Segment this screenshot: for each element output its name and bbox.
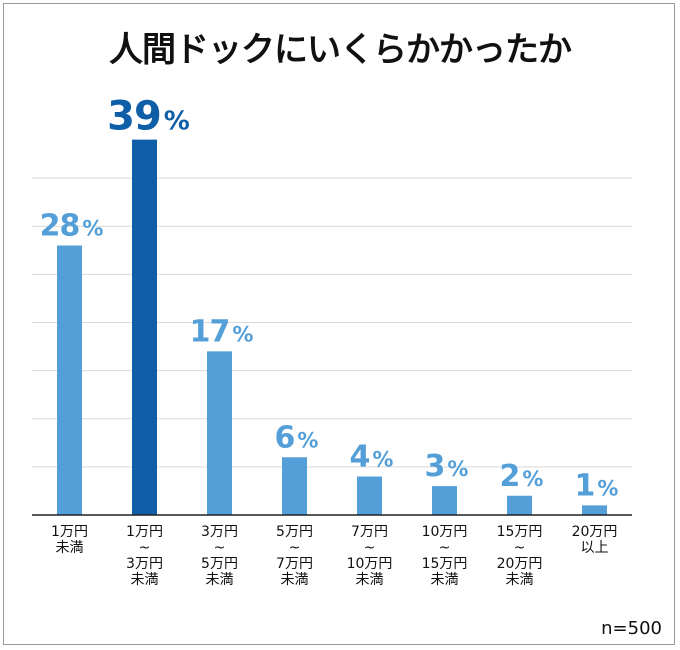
bar (132, 139, 157, 515)
category-label-line: 10万円 (347, 556, 393, 572)
value-unit: % (82, 217, 103, 241)
category-label-line: ~ (214, 540, 226, 556)
category-label-line: ~ (289, 540, 301, 556)
value-unit: % (232, 322, 253, 346)
chart-frame (3, 3, 675, 645)
value-unit: % (297, 428, 318, 452)
category-label-line: 5万円 (201, 556, 238, 572)
category-label: 5万円~ 7万円未満 (276, 524, 313, 588)
category-label-line: 未満 (506, 572, 534, 588)
category-label-line: ~ (439, 540, 451, 556)
category-label-line: 7万円 (351, 524, 388, 540)
category-label-line: 未満 (356, 572, 384, 588)
value-labels: 28 %39 %17 %6% 4% 3% 2% 1% (40, 94, 619, 504)
value-number: 3 (425, 449, 445, 484)
category-label-line: ~ (364, 540, 376, 556)
chart-title: 人間ドックにいくらかかったか (109, 30, 572, 70)
category-label-line: 1万円 (126, 524, 163, 540)
gridlines (32, 177, 632, 468)
value-label: 28% (40, 209, 104, 244)
category-label: 15万円~ 20万円未満 (497, 524, 543, 588)
category-label: 3万円~ 5万円未満 (201, 524, 238, 588)
value-number: 4 (350, 440, 370, 475)
value-number: 6 (275, 420, 295, 455)
value-unit: % (447, 457, 468, 481)
value-number: 2 (500, 459, 520, 494)
category-label: 20万円以上 (572, 524, 618, 556)
category-label-line: 5万円 (276, 524, 313, 540)
sample-size-label: n=500 (601, 618, 662, 639)
category-label-line: 3万円 (126, 556, 163, 572)
value-label: 6% (275, 420, 319, 455)
category-label-line: 20万円 (497, 556, 543, 572)
category-label-line: ~ (514, 540, 526, 556)
bar (582, 505, 607, 515)
category-label-line: 未満 (206, 572, 234, 588)
category-label-line: 1万円 (51, 524, 88, 540)
category-label-line: 7万円 (276, 556, 313, 572)
category-label-line: 15万円 (422, 556, 468, 572)
bar (432, 486, 457, 515)
category-label-line: 未満 (281, 572, 309, 588)
value-number: 39 (107, 94, 161, 140)
value-number: 28 (40, 209, 80, 244)
value-label: 3% (425, 449, 469, 484)
value-label: 4% (350, 440, 394, 475)
value-unit: % (372, 448, 393, 472)
category-label: 10万円~ 15万円未満 (422, 524, 468, 588)
bars (57, 139, 607, 515)
bar (57, 245, 82, 515)
value-number: 17 (190, 314, 230, 349)
value-label: 2% (500, 459, 544, 494)
bar (357, 476, 382, 515)
category-label-line: 以上 (581, 540, 609, 556)
category-label-line: 20万円 (572, 524, 618, 540)
bar (507, 495, 532, 515)
category-label: 1万円~ 3万円未満 (126, 524, 163, 588)
category-label-line: 未満 (131, 572, 159, 588)
bar (207, 351, 232, 515)
value-unit: % (522, 467, 543, 491)
value-unit: % (597, 476, 618, 500)
value-label: 1% (575, 468, 619, 503)
value-label: 17% (190, 314, 254, 349)
category-label-line: 未満 (431, 572, 459, 588)
category-label-line: ~ (139, 540, 151, 556)
value-number: 1 (575, 468, 595, 503)
bar (282, 457, 307, 515)
category-label-line: 15万円 (497, 524, 543, 540)
category-label: 7万円~ 10万円未満 (347, 524, 393, 588)
value-label: 39% (107, 94, 190, 140)
category-label-line: 3万円 (201, 524, 238, 540)
category-label: 1万円未満 (51, 524, 88, 556)
category-label-line: 10万円 (422, 524, 468, 540)
value-unit: % (164, 107, 190, 137)
category-label-line: 未満 (56, 540, 84, 556)
